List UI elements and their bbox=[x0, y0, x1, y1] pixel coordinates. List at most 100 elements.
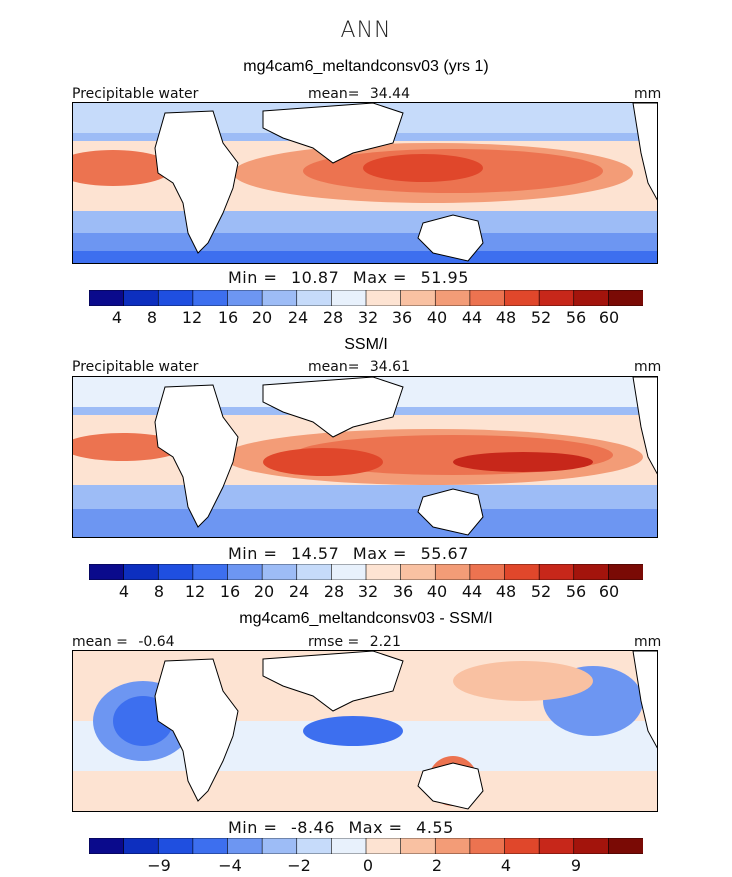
panel1-colorbar-svg bbox=[89, 290, 643, 306]
panel1-mean-value: 34.44 bbox=[369, 86, 410, 102]
colorbar-swatch bbox=[123, 290, 160, 306]
panel2-americas bbox=[632, 377, 657, 475]
colorbar-swatch bbox=[538, 290, 575, 306]
panel1-tick: 8 bbox=[146, 308, 158, 327]
panel3-max-label: Max = bbox=[348, 818, 403, 837]
panel3-map bbox=[72, 650, 658, 812]
panel2-tick: 24 bbox=[288, 582, 310, 601]
figure-title: ANN bbox=[340, 18, 392, 43]
panel2-title: SSM/I bbox=[344, 336, 388, 353]
panel1-tick: 56 bbox=[565, 308, 587, 327]
panel2-tick: 20 bbox=[253, 582, 275, 601]
panel2-tick: 28 bbox=[323, 582, 345, 601]
panel2-field-warm3 bbox=[263, 448, 383, 476]
colorbar-swatch bbox=[504, 290, 540, 306]
panel2-tick: 36 bbox=[392, 582, 414, 601]
colorbar-swatch bbox=[365, 838, 402, 854]
panel2-field-warm5 bbox=[73, 433, 183, 461]
panel2-australia bbox=[417, 488, 484, 536]
panel3-max-value: 4.55 bbox=[416, 818, 454, 837]
colorbar-swatch bbox=[261, 290, 298, 306]
panel3-rmse: rmse = 2.21 bbox=[308, 634, 401, 650]
panel3-min-label: Min = bbox=[228, 818, 278, 837]
panel1-min-label: Min = bbox=[228, 268, 278, 287]
panel1-tick: 20 bbox=[251, 308, 273, 327]
colorbar-swatch bbox=[434, 564, 471, 580]
colorbar-swatch bbox=[89, 290, 125, 306]
colorbar-swatch bbox=[504, 564, 540, 580]
panel3-units: mm bbox=[634, 634, 662, 650]
panel1-tick: 52 bbox=[530, 308, 552, 327]
panel3-tick: −9 bbox=[147, 856, 171, 875]
colorbar-swatch bbox=[261, 564, 298, 580]
panel2-mean-label: mean= bbox=[308, 359, 360, 375]
panel3-rmse-label: rmse = bbox=[308, 634, 360, 650]
panel2-mean: mean= 34.61 bbox=[308, 359, 410, 375]
colorbar-swatch bbox=[538, 564, 575, 580]
panel2-tick: 8 bbox=[153, 582, 165, 601]
panel3-tick: 2 bbox=[431, 856, 443, 875]
colorbar-swatch bbox=[227, 838, 263, 854]
colorbar-swatch bbox=[331, 290, 367, 306]
panel1-tick: 60 bbox=[598, 308, 620, 327]
panel2-field-south bbox=[73, 509, 657, 537]
panel1-max-label: Max = bbox=[352, 268, 407, 287]
colorbar-swatch bbox=[331, 564, 367, 580]
panel1-field-warm3 bbox=[363, 154, 483, 182]
colorbar-swatch bbox=[608, 290, 643, 306]
panel1-minmax: Min = 10.87 Max = 51.95 bbox=[228, 268, 469, 287]
panel2-tick: 12 bbox=[184, 582, 206, 601]
colorbar-swatch bbox=[157, 564, 194, 580]
panel2-colorbar-ticks: 4 8 12 16 20 24 28 32 36 40 44 48 52 56 … bbox=[0, 582, 732, 602]
panel2-units: mm bbox=[634, 359, 662, 375]
panel3-tick: 9 bbox=[570, 856, 582, 875]
colorbar-swatch bbox=[123, 564, 160, 580]
panel3-mean: mean = -0.64 bbox=[72, 634, 175, 650]
colorbar-swatch bbox=[89, 564, 125, 580]
colorbar-swatch bbox=[123, 838, 160, 854]
panel2-tick: 48 bbox=[495, 582, 517, 601]
colorbar-swatch bbox=[608, 564, 643, 580]
colorbar-swatch bbox=[434, 838, 471, 854]
panel1-asia bbox=[262, 103, 404, 164]
panel1-map-svg bbox=[73, 103, 657, 263]
panel2-tick: 56 bbox=[565, 582, 587, 601]
colorbar-swatch bbox=[157, 290, 194, 306]
colorbar-swatch bbox=[469, 838, 506, 854]
panel1-tick: 36 bbox=[391, 308, 413, 327]
panel2-tick: 32 bbox=[357, 582, 379, 601]
panel1-variable-label: Precipitable water bbox=[72, 86, 199, 102]
colorbar-swatch bbox=[365, 564, 402, 580]
panel3-minmax: Min = -8.46 Max = 4.55 bbox=[228, 818, 454, 837]
panel2-field-warm4 bbox=[453, 452, 593, 472]
panel1-tick: 44 bbox=[461, 308, 483, 327]
colorbar-swatch bbox=[192, 290, 229, 306]
colorbar-swatch bbox=[89, 838, 125, 854]
colorbar-swatch bbox=[504, 838, 540, 854]
panel3-map-svg bbox=[73, 651, 657, 811]
colorbar-swatch bbox=[434, 290, 471, 306]
panel3-rmse-value: 2.21 bbox=[369, 634, 401, 650]
panel1-min-value: 10.87 bbox=[290, 268, 340, 287]
colorbar-swatch bbox=[296, 290, 333, 306]
panel2-tick: 44 bbox=[461, 582, 483, 601]
panel1-mean: mean= 34.44 bbox=[308, 86, 410, 102]
panel3-mean-label: mean = bbox=[72, 634, 128, 650]
panel1-tick: 48 bbox=[495, 308, 517, 327]
panel1-colorbar-ticks: 4 8 12 16 20 24 28 32 36 40 44 48 52 56 … bbox=[0, 308, 732, 328]
panel3-title: mg4cam6_meltandconsv03 - SSM/I bbox=[239, 610, 493, 627]
panel3-mean-value: -0.64 bbox=[138, 634, 175, 650]
panel1-tick: 24 bbox=[287, 308, 309, 327]
panel1-tick: 16 bbox=[217, 308, 239, 327]
panel2-map bbox=[72, 376, 658, 538]
colorbar-swatch bbox=[227, 564, 263, 580]
panel1-tick: 12 bbox=[181, 308, 203, 327]
panel2-africa bbox=[154, 384, 239, 528]
panel2-max-label: Max = bbox=[352, 544, 407, 563]
panel1-tick: 4 bbox=[111, 308, 123, 327]
panel2-min-label: Min = bbox=[228, 544, 278, 563]
panel1-colorbar bbox=[89, 290, 643, 306]
colorbar-swatch bbox=[400, 290, 437, 306]
panel2-tick: 40 bbox=[426, 582, 448, 601]
panel3-tick: 0 bbox=[362, 856, 374, 875]
